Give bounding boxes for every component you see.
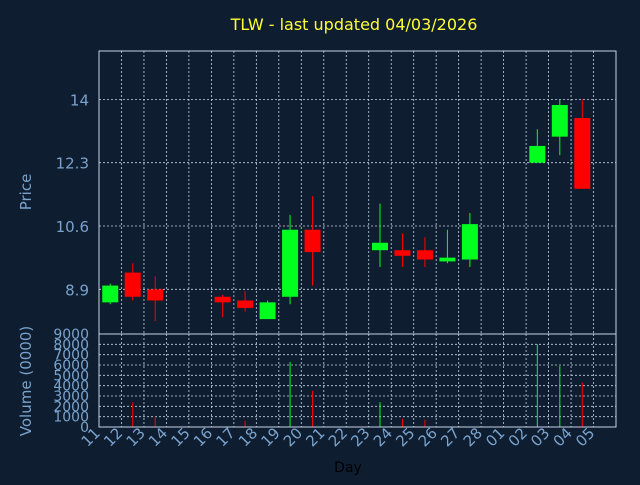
candle [439, 229, 456, 264]
candle-body [551, 104, 568, 137]
price-grid [99, 51, 616, 334]
x-tick-labels: 1112131415161718192021222324252627280102… [78, 424, 599, 450]
candle [574, 99, 591, 189]
volume-tick-label: 9000 [53, 327, 89, 343]
candle [304, 196, 321, 286]
price-tick-label: 10.6 [56, 218, 89, 236]
candles [102, 99, 591, 321]
candle [529, 129, 546, 163]
volume-tick-label: 5000 [53, 368, 89, 384]
volume-tick-label: 4000 [53, 379, 89, 395]
candle [282, 214, 299, 305]
candle-body [282, 229, 299, 297]
candle-body [102, 285, 119, 303]
candle-body [574, 118, 591, 189]
candle-body [416, 250, 433, 260]
candle-body [461, 224, 478, 260]
candle [124, 263, 141, 301]
volume-tick-label: 2000 [53, 399, 89, 415]
volume-tick-label: 1000 [53, 410, 89, 426]
candle-body [259, 302, 276, 320]
candle [147, 276, 164, 321]
candle-body [124, 272, 141, 297]
price-tick-label: 14 [70, 91, 89, 109]
volume-tick-label: 6000 [53, 358, 89, 374]
volume-axis-label: Volume (0000) [17, 326, 35, 436]
candle-body [529, 145, 546, 163]
x-axis-label: Day [334, 460, 362, 476]
candle-body [147, 289, 164, 301]
price-axis-label: Price [17, 174, 35, 211]
candle [259, 300, 276, 320]
candle-body [371, 242, 388, 251]
volume-panel-frame [98, 333, 617, 428]
candle [102, 283, 119, 305]
candle [237, 291, 254, 312]
candle-body [237, 300, 254, 308]
volume-tick-label: 0 [80, 420, 89, 436]
price-tick-labels: 8.9 10.6 12.3 14 [56, 91, 89, 299]
candle [394, 233, 411, 267]
candle [371, 203, 388, 267]
candle [551, 99, 568, 156]
price-tick-label: 8.9 [65, 281, 89, 299]
candle-body [304, 229, 321, 253]
candle-body [214, 296, 231, 303]
candle-body [394, 250, 411, 256]
volume-tick-label: 3000 [53, 389, 89, 405]
candle [461, 212, 478, 267]
volume-tick-label: 7000 [53, 348, 89, 364]
candle [214, 294, 231, 318]
price-tick-label: 12.3 [56, 155, 89, 173]
volume-tick-label: 8000 [53, 337, 89, 353]
volume-grid [99, 333, 616, 428]
volume-bars [132, 344, 583, 427]
candle-body [439, 257, 456, 262]
candle [416, 237, 433, 267]
chart-title: TLW - last updated 04/03/2026 [230, 15, 478, 34]
